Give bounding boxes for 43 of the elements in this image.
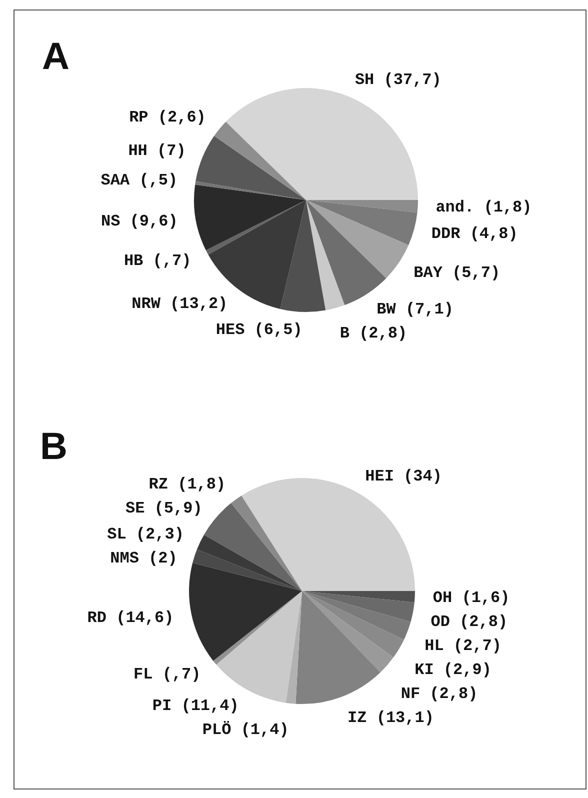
slice-label: and. (1,8): [436, 198, 532, 217]
slice-label: SE (5,9): [126, 500, 202, 518]
slice-label: NMS (2): [110, 549, 178, 568]
slice-label: DDR (4,8): [431, 225, 518, 244]
slice-label: NS (9,6): [100, 212, 178, 230]
pie-slice: [280, 200, 326, 312]
slice-label: FL (,7): [134, 665, 201, 684]
pie-slice: [213, 591, 302, 665]
pie-slice: [194, 184, 306, 250]
slice-label: SL (2,3): [107, 525, 184, 544]
slice-label: KI (2,9): [414, 660, 492, 679]
slice-label: PLÖ (1,4): [202, 721, 289, 740]
pie-slice: [306, 200, 418, 213]
slice-label: HH (7): [128, 142, 186, 160]
pie-slice: [302, 591, 394, 672]
pie-slice: [192, 549, 302, 591]
slice-label: SAA (,5): [100, 171, 178, 190]
slice-label: NRW (13,2): [132, 294, 228, 313]
slice-label: NF (2,8): [400, 684, 478, 703]
slice-label: BW (7,1): [376, 300, 454, 318]
slice-label: HEI (34): [365, 467, 442, 486]
pie-slice: [286, 591, 302, 704]
slice-label: OH (1,6): [432, 588, 510, 607]
slice-label: RD (14,6): [87, 609, 174, 628]
slice-label: RZ (1,8): [148, 476, 226, 494]
slice-label: HL (2,7): [424, 636, 502, 655]
slice-label: B (2,8): [340, 324, 408, 342]
pie-slice: [214, 122, 306, 200]
slice-label: HB (,7): [124, 252, 192, 270]
pie-slice: [306, 200, 409, 278]
chart-title: A: [42, 36, 70, 78]
slice-label: BAY (5,7): [414, 264, 500, 282]
pie-slice: [302, 591, 414, 622]
pie-slice: [231, 496, 302, 591]
slice-label: SH (37,7): [354, 70, 442, 89]
slice-label: RP (2,6): [129, 108, 206, 126]
chart-title: B: [40, 426, 68, 468]
pie-slice: [302, 591, 415, 602]
pie-slice: [204, 503, 302, 591]
slice-label: OD (2,8): [430, 612, 508, 631]
slice-label: HES (6,5): [216, 321, 302, 340]
slice-label: PI (11,4): [152, 697, 239, 716]
slice-label: IZ (13,1): [348, 708, 434, 727]
